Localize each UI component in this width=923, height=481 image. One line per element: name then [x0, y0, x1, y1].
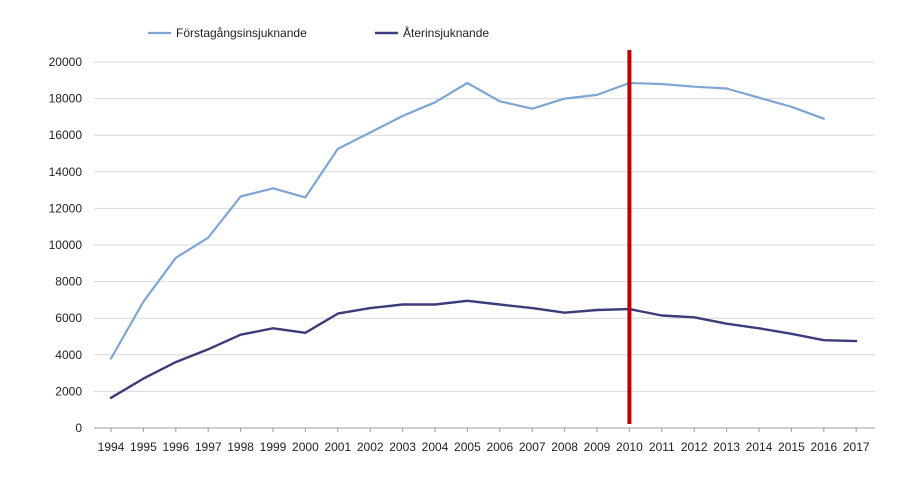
grid-lines: [94, 61, 875, 429]
y-tick-label: 14000: [49, 165, 83, 179]
y-tick-label: 6000: [55, 311, 82, 325]
series-lines: [109, 81, 858, 399]
x-tick-label: 2017: [843, 440, 870, 454]
x-tick-label: 2009: [584, 440, 611, 454]
y-tick-label: 18000: [49, 92, 83, 106]
y-tick-label: 10000: [49, 238, 83, 252]
x-tick-label: 2000: [292, 440, 319, 454]
x-tick-label: 2014: [746, 440, 773, 454]
x-axis-tick-labels: 1994 1995 1996 1997 1998 1999 2000 2001 2002 2003…: [98, 428, 870, 454]
x-tick-label: 2008: [551, 440, 578, 454]
legend: Förstagångsinsjuknande Återinsjuknande: [148, 25, 489, 40]
x-tick-label: 2005: [454, 440, 481, 454]
series-line-1: [109, 81, 825, 360]
x-tick-label: 2011: [649, 440, 675, 454]
y-tick-label: 4000: [55, 348, 82, 362]
x-tick-label: 2016: [810, 440, 837, 454]
x-tick-label: 2006: [486, 440, 513, 454]
legend-label: Förstagångsinsjuknande: [176, 26, 307, 40]
y-axis-tick-labels: 0 2000 4000 6000 8000 10000 12000 14000 16000 180…: [49, 55, 83, 435]
y-tick-label: 20000: [49, 55, 83, 69]
x-tick-label: 2013: [713, 440, 740, 454]
x-tick-label: 2007: [519, 440, 546, 454]
x-tick-label: 2012: [681, 440, 708, 454]
x-tick-label: 2002: [357, 440, 384, 454]
y-tick-label: 16000: [49, 128, 83, 142]
x-tick-label: 1998: [227, 440, 254, 454]
x-tick-label: 1995: [130, 440, 157, 454]
y-tick-label: 0: [75, 421, 82, 435]
x-tick-label: 2010: [616, 440, 643, 454]
x-tick-label: 1997: [195, 440, 222, 454]
x-tick-label: 2004: [422, 440, 449, 454]
x-tick-label: 2003: [389, 440, 416, 454]
x-tick-label: 1994: [98, 440, 125, 454]
series-line-2: [109, 299, 858, 399]
y-tick-label: 12000: [49, 201, 83, 215]
legend-label: Återinsjuknande: [403, 25, 489, 40]
x-tick-label: 2015: [778, 440, 805, 454]
x-tick-label: 1999: [260, 440, 287, 454]
x-tick-label: 2001: [324, 440, 351, 454]
x-tick-label: 1996: [162, 440, 189, 454]
y-tick-label: 8000: [55, 275, 82, 289]
y-tick-label: 2000: [55, 384, 82, 398]
